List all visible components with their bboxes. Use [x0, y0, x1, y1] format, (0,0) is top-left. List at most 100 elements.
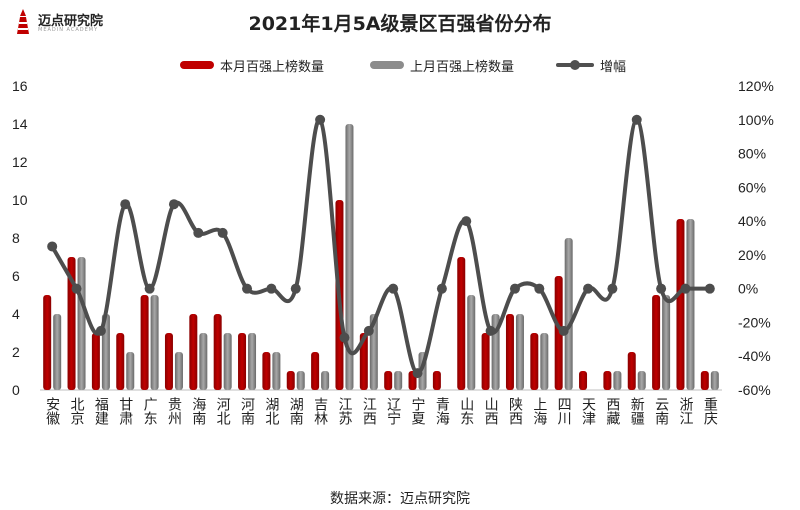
bar-previous: [53, 314, 62, 390]
growth-point: [266, 283, 277, 294]
x-tick-label: 甘肃: [117, 397, 133, 425]
y-right-tick-label: 60%: [738, 179, 766, 195]
x-tick-label: 山东: [458, 397, 474, 425]
bar-current: [43, 295, 52, 390]
x-tick-label: 北京: [69, 397, 85, 425]
bar-current: [457, 257, 466, 390]
x-tick-label: 福建: [93, 397, 109, 426]
x-tick-label: 浙江: [677, 397, 693, 425]
growth-point: [363, 325, 374, 336]
x-tick-label: 四川: [556, 397, 572, 425]
bar-previous: [394, 371, 403, 390]
growth-point: [704, 283, 715, 294]
legend: 本月百强上榜数量 上月百强上榜数量 增幅: [0, 55, 800, 75]
growth-point: [461, 216, 472, 227]
bar-current: [505, 314, 514, 390]
bar-previous: [637, 371, 646, 390]
bar-current: [652, 295, 661, 390]
bar-previous: [345, 124, 354, 390]
growth-point: [412, 368, 423, 379]
legend-item-current: 本月百强上榜数量: [180, 55, 324, 75]
y-right-tick-label: 80%: [738, 146, 766, 162]
bar-current: [554, 276, 563, 390]
bar-previous: [515, 314, 524, 390]
x-tick-label: 河北: [215, 397, 231, 426]
growth-point: [680, 283, 691, 294]
x-tick-label: 陕西: [507, 397, 523, 425]
bar-previous: [174, 352, 183, 390]
y-right-tick-label: -20%: [738, 314, 771, 330]
x-tick-label: 贵州: [166, 397, 182, 425]
x-tick-label: 重庆: [702, 397, 718, 425]
bar-current: [213, 314, 222, 390]
bar-current: [91, 333, 100, 390]
bar-previous: [296, 371, 305, 390]
x-tick-label: 江西: [361, 397, 377, 425]
bar-current: [189, 314, 198, 390]
growth-point: [315, 114, 326, 125]
bar-previous: [662, 295, 671, 390]
growth-point: [144, 283, 155, 294]
bar-previous: [467, 295, 476, 390]
growth-point: [534, 283, 545, 294]
chart-title: 2021年1月5A级景区百强省份分布: [248, 13, 552, 35]
x-tick-label: 海南: [190, 397, 206, 425]
growth-point: [120, 199, 131, 210]
bar-current: [311, 352, 320, 390]
bar-previous: [564, 238, 573, 390]
growth-point: [631, 114, 642, 125]
growth-point: [217, 227, 228, 238]
y-right-tick-label: 120%: [738, 78, 774, 94]
bar-current: [359, 333, 368, 390]
y-left-tick-label: 6: [12, 268, 20, 284]
legend-label-previous: 上月百强上榜数量: [410, 59, 515, 75]
x-tick-label: 西藏: [604, 397, 620, 425]
y-right-tick-label: 0%: [738, 281, 758, 297]
legend-label-growth: 增幅: [600, 59, 627, 75]
bar-previous: [613, 371, 622, 390]
growth-point: [95, 325, 106, 336]
growth-point: [47, 241, 58, 252]
data-source: 数据来源：迈点研究院: [330, 491, 470, 507]
growth-point: [436, 283, 447, 294]
growth-point: [656, 283, 667, 294]
bar-previous: [126, 352, 135, 390]
y-right-tick-label: -60%: [738, 382, 771, 398]
legend-swatch-previous: [370, 61, 404, 69]
y-left-tick-label: 2: [12, 344, 20, 360]
y-left-tick-label: 4: [12, 306, 20, 322]
growth-point: [558, 325, 569, 336]
growth-point: [583, 283, 594, 294]
bar-current: [579, 371, 588, 390]
bar-current: [238, 333, 247, 390]
bar-previous: [248, 333, 257, 390]
x-tick-label: 江苏: [336, 397, 352, 426]
legend-label-current: 本月百强上榜数量: [220, 59, 325, 75]
x-tick-label: 河南: [239, 397, 255, 425]
bar-previous: [199, 333, 208, 390]
x-tick-label: 山西: [483, 397, 499, 425]
bar-previous: [272, 352, 281, 390]
x-tick-label: 上海: [531, 397, 547, 425]
growth-point: [71, 283, 82, 294]
bar-current: [384, 371, 393, 390]
bar-previous: [223, 333, 232, 390]
bar-previous: [321, 371, 330, 390]
x-tick-label: 湖南: [288, 397, 304, 425]
legend-item-growth: 增幅: [556, 55, 626, 75]
bar-current: [676, 219, 685, 390]
bar-previous: [686, 219, 695, 390]
growth-point: [290, 283, 301, 294]
growth-point: [193, 227, 204, 238]
legend-item-previous: 上月百强上榜数量: [370, 55, 514, 75]
bar-current: [116, 333, 125, 390]
y-left-tick-label: 12: [12, 154, 28, 170]
x-tick-label: 广东: [142, 397, 158, 425]
bar-current: [627, 352, 636, 390]
y-right-tick-label: 20%: [738, 247, 766, 263]
y-left-tick-label: 14: [12, 116, 28, 132]
growth-point: [168, 199, 179, 210]
growth-point: [509, 283, 520, 294]
growth-point: [388, 283, 399, 294]
